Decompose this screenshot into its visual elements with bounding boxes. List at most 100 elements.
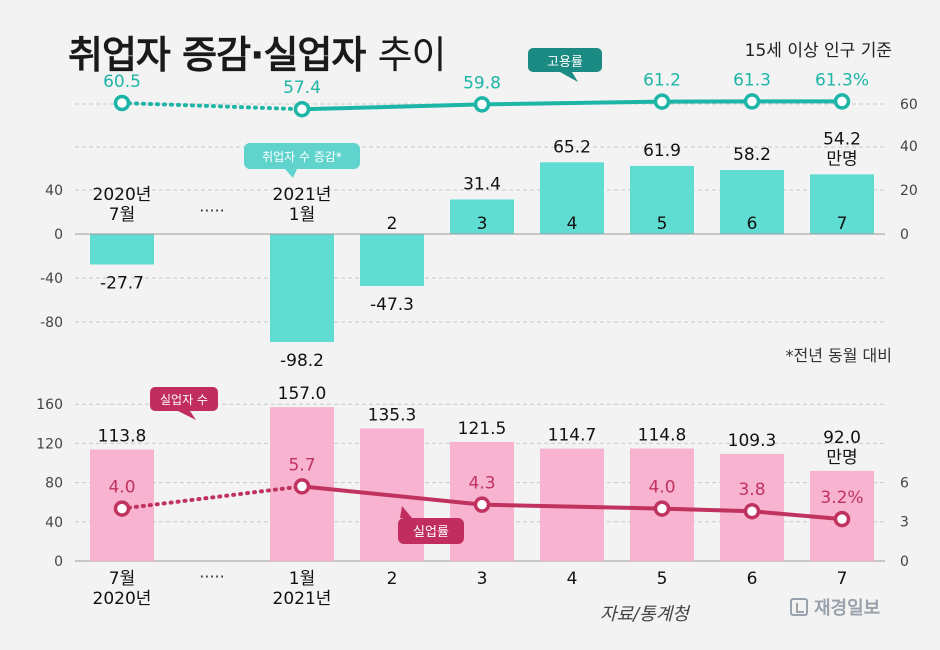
axis-tick-unemp-rate-right: 6 xyxy=(900,475,909,491)
data-label-unemployed: 121.5 xyxy=(458,419,507,439)
data-label-unemployment-rate: 3.2% xyxy=(820,488,863,508)
logo-text: 재경일보 xyxy=(814,598,881,619)
point-unemployment-rate xyxy=(653,500,671,517)
line-employment-rate xyxy=(301,99,842,112)
axis-tick-unemp-rate-right: 0 xyxy=(900,554,909,570)
category-label-unemployed: 7 xyxy=(837,569,848,589)
point-employment-rate xyxy=(743,93,761,110)
bar-employed-change xyxy=(810,174,874,234)
data-label-employed: -98.2 xyxy=(280,351,324,371)
category-label-unemployed: 4 xyxy=(567,569,578,589)
data-label-employment-rate: 61.3% xyxy=(815,70,869,90)
axis-tick-employed-left: 40 xyxy=(45,183,63,199)
axis-tick-unemployed-left: 0 xyxy=(54,554,63,570)
basis-note: 15세 이상 인구 기준 xyxy=(744,41,892,61)
data-label-unemployed: 92.0 만명 xyxy=(823,428,861,468)
axis-tick-unemployed-left: 80 xyxy=(45,476,63,492)
data-label-employment-rate: 59.8 xyxy=(463,73,501,93)
category-label-unemployed: 1월 2021년 xyxy=(273,569,332,609)
tag-unemployment-rate: 실업률 xyxy=(413,525,449,540)
page-title: 취업자 증감·실업자 추이 xyxy=(68,24,447,79)
category-label-employed: 2021년 1월 xyxy=(273,185,332,225)
axis-tick-unemployed-left: 160 xyxy=(36,397,63,413)
data-label-unemployment-rate: 4.0 xyxy=(108,478,135,498)
category-label-employed: 4 xyxy=(567,214,578,234)
bar-employed-change xyxy=(270,234,334,343)
bar-employed-change xyxy=(540,162,604,234)
data-label-unemployed: 114.8 xyxy=(638,425,687,445)
category-label-unemployed: 3 xyxy=(477,569,488,589)
data-label-unemployed: 114.7 xyxy=(548,426,597,446)
gap-marker-employed: ····· xyxy=(199,201,224,220)
data-label-employment-rate: 61.3 xyxy=(733,70,771,90)
point-employment-rate xyxy=(653,93,671,110)
tag-unemployed: 실업자 수 xyxy=(160,393,208,407)
data-label-unemployment-rate: 4.3 xyxy=(468,474,495,494)
point-unemployment-rate xyxy=(743,502,761,520)
data-label-employed: 58.2 xyxy=(733,145,771,165)
category-label-employed: 3 xyxy=(477,214,488,234)
point-employment-rate xyxy=(833,93,851,110)
data-label-unemployed: 135.3 xyxy=(368,405,417,425)
point-employment-rate xyxy=(473,96,491,113)
category-label-unemployed: 2 xyxy=(387,569,398,589)
publisher-logo: 재경일보 xyxy=(790,594,880,620)
tag-unemployment-rate-bg xyxy=(398,518,464,544)
point-unemployment-rate xyxy=(473,496,491,513)
category-label-unemployed: 6 xyxy=(747,569,758,589)
axis-tick-unemployed-left: 40 xyxy=(45,515,63,531)
line-unemp-rate-dotted xyxy=(120,484,304,511)
logo-icon xyxy=(790,598,808,616)
axis-tick-employed-right: 0 xyxy=(900,227,909,243)
bar-employed-change xyxy=(630,165,694,234)
category-label-employed: 6 xyxy=(747,214,758,234)
source-credit: 자료/통계청 xyxy=(600,604,689,625)
axis-tick-unemp-rate-right: 3 xyxy=(900,515,909,531)
data-label-employed: -47.3 xyxy=(370,295,414,315)
tag-unemployment-rate-tail xyxy=(400,506,412,518)
axis-tick-employed-right: 20 xyxy=(900,183,918,199)
category-label-employed: 2020년 7월 xyxy=(93,185,152,225)
data-label-employed: 61.9 xyxy=(643,141,681,161)
data-label-unemployed: 113.8 xyxy=(98,426,147,446)
data-label-unemployment-rate: 5.7 xyxy=(288,455,315,475)
category-label-unemployed: 7월 2020년 xyxy=(93,569,152,609)
axis-tick-employed-left: -80 xyxy=(40,315,63,331)
point-unemployment-rate xyxy=(113,500,131,517)
axis-tick-rate-right: 60 xyxy=(900,97,918,113)
point-unemployment-rate xyxy=(833,510,851,528)
tag-unemployed-bg xyxy=(150,387,218,411)
axis-tick-employed-left: 0 xyxy=(54,227,63,243)
axis-tick-unemployed-left: 120 xyxy=(36,436,63,452)
data-label-unemployment-rate: 4.0 xyxy=(648,478,675,498)
axis-tick-employed-left: -40 xyxy=(40,271,63,287)
tag-employed-change-bg xyxy=(244,143,360,169)
bar-employed-change xyxy=(720,169,784,234)
gap-marker-unemployed: ····· xyxy=(199,567,224,586)
data-label-unemployed: 109.3 xyxy=(728,431,777,451)
data-label-employment-rate: 57.4 xyxy=(283,78,321,98)
line-rate-dotted xyxy=(120,101,304,112)
data-label-employed: -27.7 xyxy=(100,273,144,293)
title-light: 추이 xyxy=(377,33,447,77)
data-label-employment-rate: 61.2 xyxy=(643,71,681,91)
data-label-employed: 54.2 만명 xyxy=(823,129,861,169)
data-label-employed: 65.2 xyxy=(553,137,591,157)
point-unemployment-rate xyxy=(293,478,311,495)
axis-tick-employed-right: 40 xyxy=(900,139,918,155)
tag-employment-rate-bg xyxy=(528,48,602,72)
tag-employment-rate: 고용률 xyxy=(547,55,583,70)
category-label-employed: 2 xyxy=(387,214,398,234)
tag-employed-change-tail xyxy=(285,169,297,178)
tag-employment-rate-tail xyxy=(560,72,578,82)
data-label-unemployment-rate: 3.8 xyxy=(738,480,765,500)
data-label-employed: 31.4 xyxy=(463,174,501,194)
point-employment-rate xyxy=(293,100,311,118)
bar-employed-change xyxy=(360,234,424,287)
category-label-employed: 5 xyxy=(657,214,668,234)
comparison-note: *전년 동월 대비 xyxy=(785,346,893,365)
category-label-employed: 7 xyxy=(837,214,848,234)
tag-unemployed-tail xyxy=(178,411,196,420)
